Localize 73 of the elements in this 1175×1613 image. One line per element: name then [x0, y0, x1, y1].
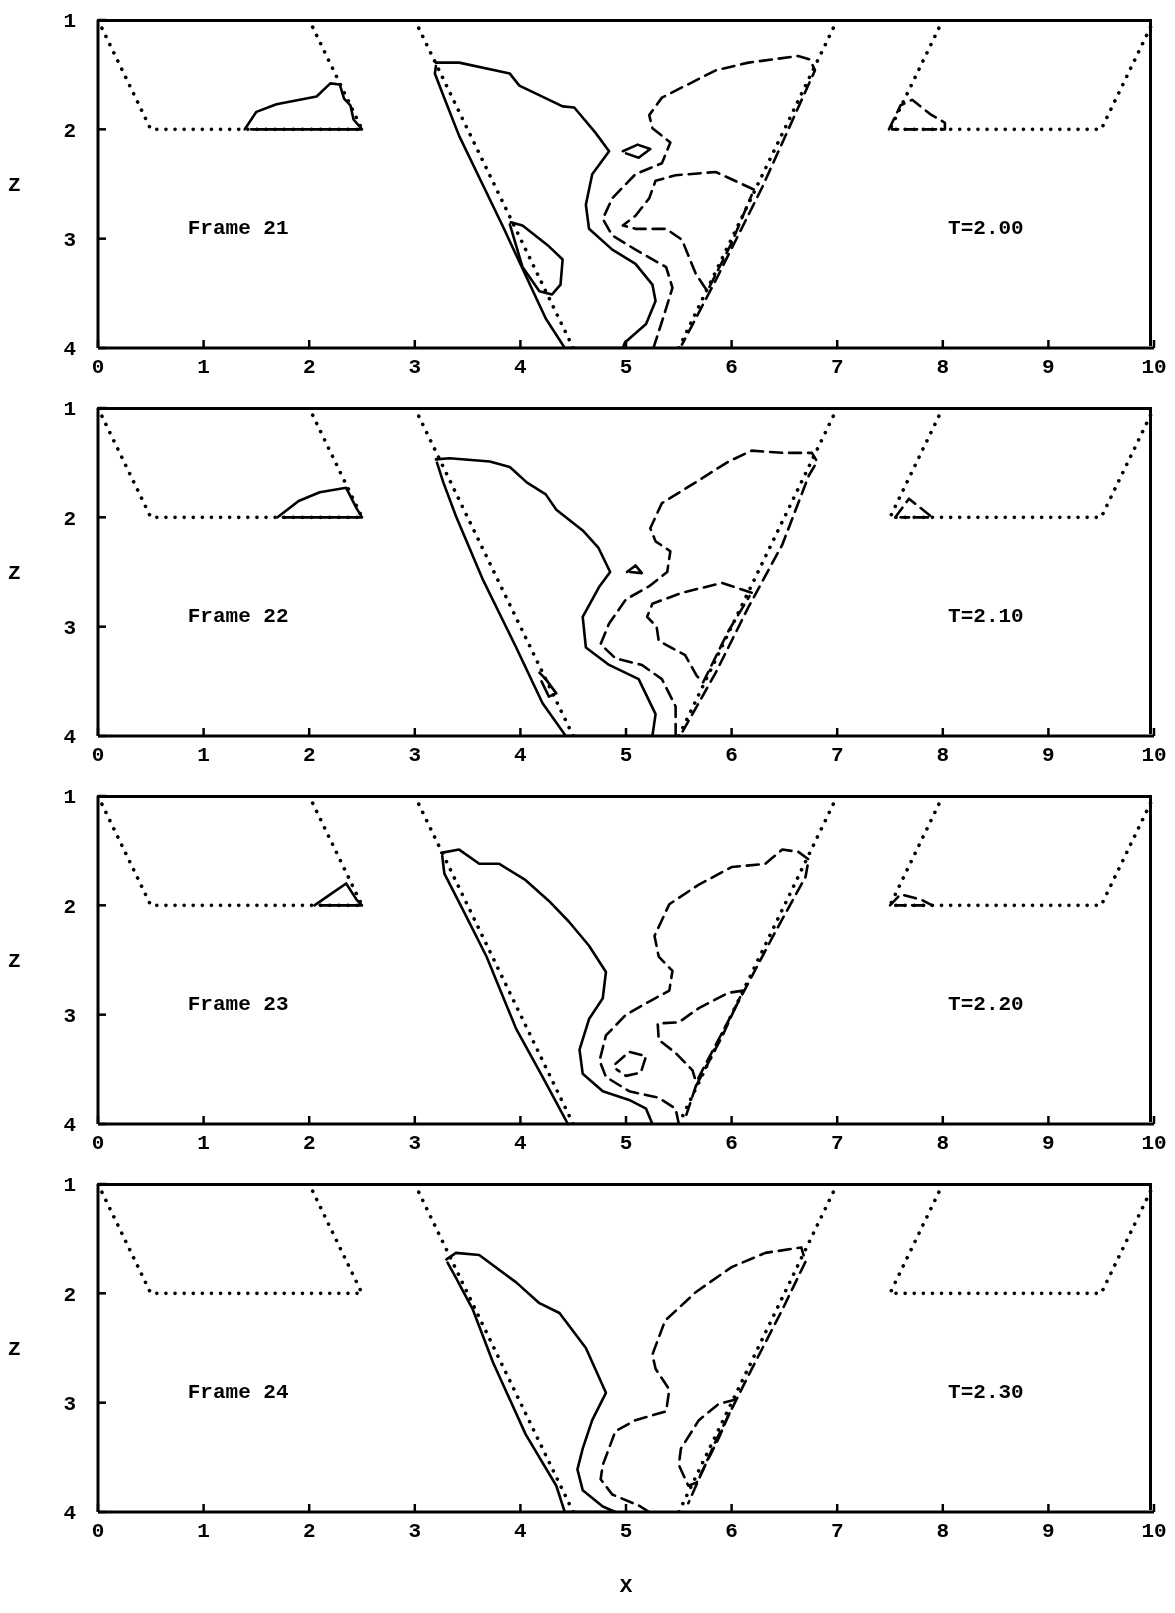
y-tick-label: 2 [63, 1283, 76, 1307]
y-axis-title: Z [8, 562, 21, 586]
x-tick-label: 5 [619, 1131, 633, 1155]
x-tick-label: 0 [91, 355, 105, 379]
x-tick-label: 3 [408, 1519, 422, 1543]
y-axis-title: Z [8, 174, 21, 198]
x-tick-label: 0 [91, 743, 105, 767]
x-tick-label: 1 [197, 1519, 210, 1543]
x-tick-label: 8 [936, 743, 950, 767]
x-tick-label: 5 [619, 355, 633, 379]
x-tick-label: 4 [514, 1131, 527, 1155]
x-tick-label: 9 [1042, 355, 1055, 379]
x-tick-label: 1 [197, 355, 210, 379]
x-tick-label: 10 [1141, 1131, 1167, 1155]
x-tick-label: 6 [725, 355, 738, 379]
annotation: Frame 24 [187, 1380, 289, 1404]
x-tick-label: 10 [1141, 1519, 1167, 1543]
y-tick-label: 4 [63, 1502, 76, 1526]
x-tick-label: 10 [1141, 355, 1167, 379]
x-tick-label: 4 [514, 355, 527, 379]
x-tick-label: 4 [514, 1519, 527, 1543]
x-tick-label: 2 [302, 1131, 316, 1155]
x-tick-label: 6 [725, 1519, 738, 1543]
y-tick-label: 2 [63, 119, 76, 143]
x-tick-label: 9 [1042, 1131, 1055, 1155]
y-tick-label: 4 [63, 1114, 76, 1138]
x-tick-label: 10 [1141, 743, 1167, 767]
y-tick-label: 3 [63, 229, 76, 253]
x-tick-label: 6 [725, 743, 738, 767]
y-tick-label: 4 [63, 726, 76, 750]
y-tick-label: 3 [63, 617, 76, 641]
x-tick-label: 9 [1042, 743, 1055, 767]
x-tick-label: 0 [91, 1131, 105, 1155]
x-tick-label: 7 [830, 355, 844, 379]
x-tick-label: 5 [619, 743, 633, 767]
y-tick-label: 1 [63, 786, 76, 810]
x-tick-label: 8 [936, 1519, 950, 1543]
x-tick-label: 6 [725, 1131, 738, 1155]
annotation: T=2.30 [948, 1380, 1024, 1404]
x-tick-label: 0 [91, 1519, 105, 1543]
x-tick-label: 8 [936, 355, 950, 379]
y-tick-label: 1 [63, 1174, 76, 1198]
y-tick-label: 3 [63, 1393, 76, 1417]
x-tick-label: 1 [197, 1131, 210, 1155]
annotation: T=2.20 [948, 992, 1024, 1016]
x-tick-label: 2 [302, 743, 316, 767]
x-tick-label: 7 [830, 743, 844, 767]
x-tick-label: 2 [302, 355, 316, 379]
annotation: T=2.00 [948, 216, 1024, 240]
y-tick-label: 1 [63, 10, 76, 34]
x-tick-label: 8 [936, 1131, 950, 1155]
y-tick-label: 3 [63, 1005, 76, 1029]
annotation: Frame 22 [187, 604, 289, 628]
x-tick-label: 3 [408, 355, 422, 379]
annotation: Frame 21 [187, 216, 289, 240]
annotation: T=2.10 [948, 604, 1024, 628]
x-tick-label: 1 [197, 743, 210, 767]
y-axis-title: Z [8, 950, 21, 974]
x-tick-label: 4 [514, 743, 527, 767]
x-tick-label: 3 [408, 1131, 422, 1155]
y-tick-label: 4 [63, 338, 76, 362]
x-tick-label: 2 [302, 1519, 316, 1543]
x-tick-label: 7 [830, 1519, 844, 1543]
y-tick-label: 2 [63, 895, 76, 919]
x-tick-label: 9 [1042, 1519, 1055, 1543]
y-tick-label: 1 [63, 398, 76, 422]
x-tick-label: 7 [830, 1131, 844, 1155]
x-axis-title: X [619, 1575, 633, 1598]
x-tick-label: 3 [408, 743, 422, 767]
annotation: Frame 23 [187, 992, 289, 1016]
y-axis-title: Z [8, 1338, 21, 1362]
y-tick-label: 2 [63, 507, 76, 531]
x-tick-label: 5 [619, 1519, 633, 1543]
